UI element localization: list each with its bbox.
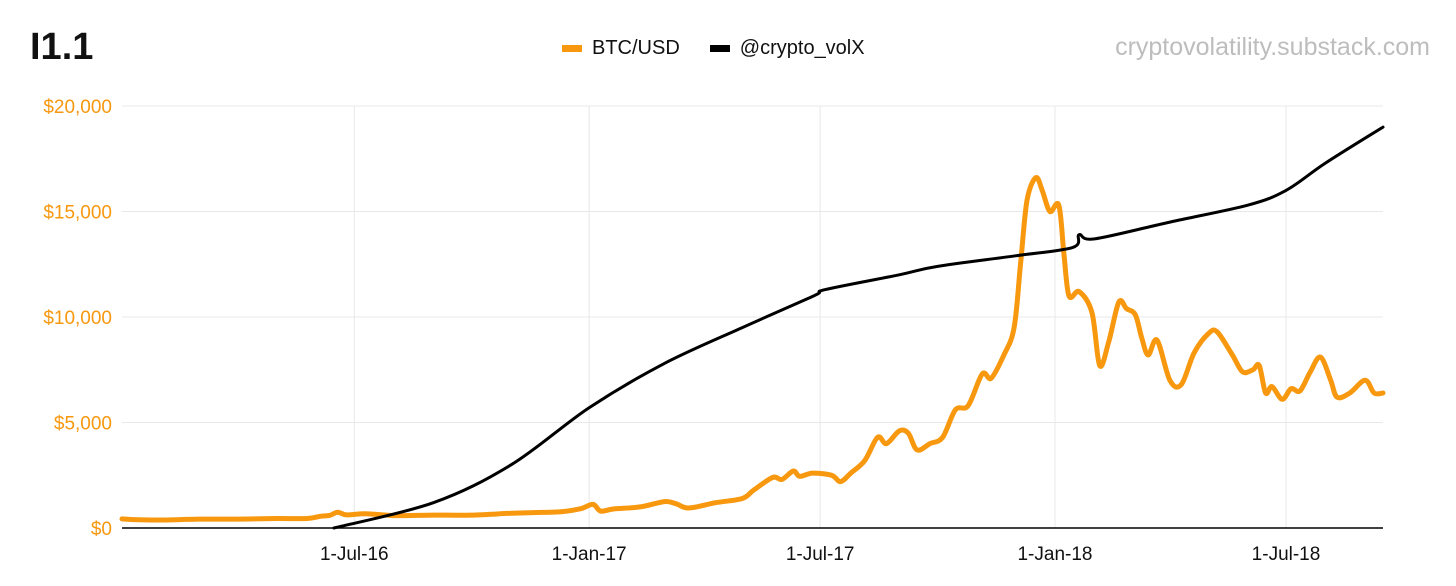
y-tick-label: $0 [91,519,112,540]
x-tick-label: 1-Jul-16 [320,544,389,565]
x-tick-label: 1-Jul-17 [786,544,855,565]
legend-item-volx: @crypto_volX [709,37,865,60]
gridlines [122,105,1383,528]
series-line-volx [332,125,1385,530]
source-credit: cryptovolatility.substack.com [1115,33,1430,61]
legend-label-volx: @crypto_volX [739,37,865,59]
x-tick-label: 1-Jan-17 [552,544,627,565]
legend-item-btc: BTC/USD [562,37,680,60]
y-tick-label: $15,000 [43,203,112,224]
legend: BTC/USD @crypto_volX [562,37,895,60]
legend-swatch-btc [562,45,582,52]
series-lines [119,125,1386,530]
y-tick-label: $5,000 [54,414,112,435]
axes: $0 $5,000 $10,000 $15,000 $20,000 1-Jul-16 1-J… [43,97,1383,565]
chart-id: I1.1 [30,26,94,68]
x-tick-label: 1-Jan-18 [1017,544,1092,565]
legend-swatch-volx [709,45,730,52]
y-tick-label: $20,000 [43,97,112,118]
y-tick-label: $10,000 [43,308,112,329]
x-tick-label: 1-Jul-18 [1252,544,1321,565]
series-line-btc [119,175,1386,523]
legend-label-btc: BTC/USD [592,37,680,59]
